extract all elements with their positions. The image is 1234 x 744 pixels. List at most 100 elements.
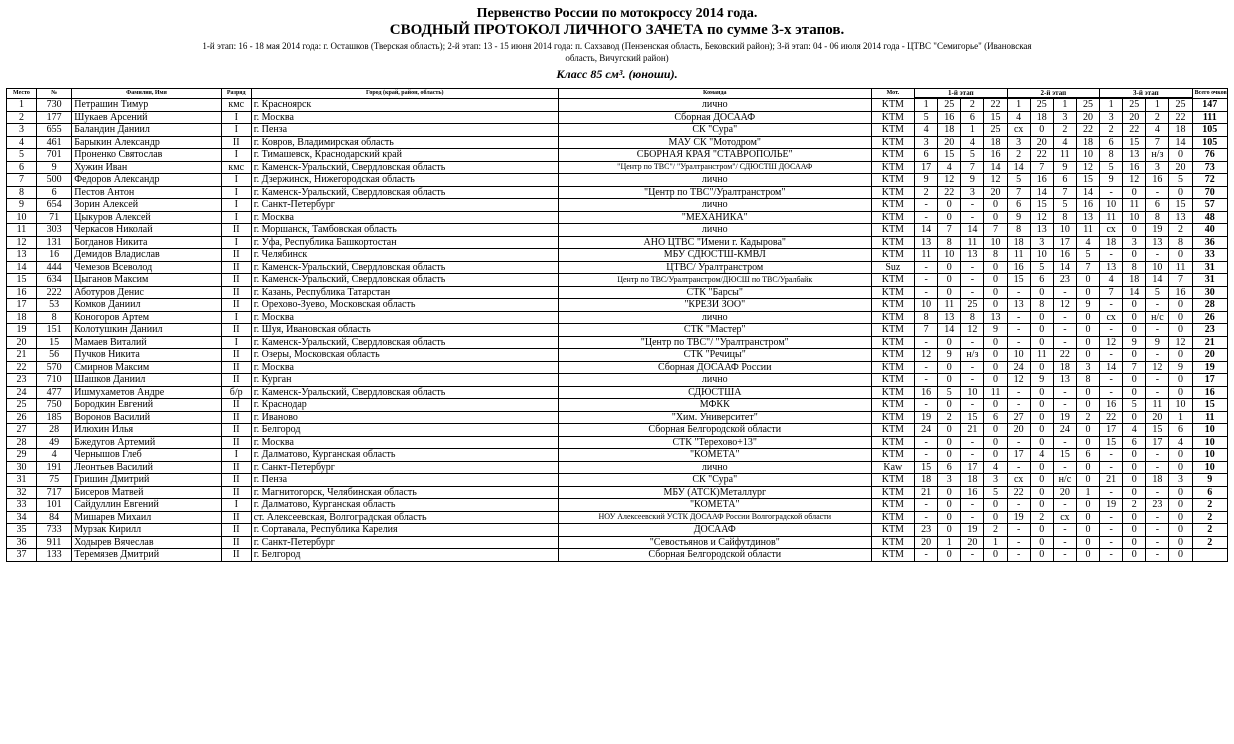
cell-stage: -	[1100, 486, 1123, 499]
class-line: Класс 85 см³. (юноши).	[6, 67, 1228, 82]
cell-num: 75	[36, 474, 71, 487]
cell-stage: 20	[1030, 136, 1053, 149]
cell-stage: 3	[984, 474, 1007, 487]
cell-team: АНО ЦТВС "Имени г. Кадырова"	[558, 236, 871, 249]
cell-stage: 16	[1076, 199, 1099, 212]
cell-stage: 14	[1100, 361, 1123, 374]
cell-stage: 4	[984, 461, 1007, 474]
table-row: 86Пестов АнтонIг. Каменск-Уральский, Све…	[7, 186, 1228, 199]
cell-name: Аботуров Денис	[72, 286, 222, 299]
cell-stage: 4	[1100, 274, 1123, 287]
cell-stage: 0	[1076, 549, 1099, 562]
cell-stage: 13	[1007, 299, 1030, 312]
cell-stage: 20	[1146, 411, 1169, 424]
cell-stage: 22	[1007, 486, 1030, 499]
cell-num: 53	[36, 299, 71, 312]
cell-stage: 0	[1123, 524, 1146, 537]
cell-name: Мишарев Михаил	[72, 511, 222, 524]
cell-stage: 25	[938, 99, 961, 112]
cell-name: Черкасов Николай	[72, 224, 222, 237]
cell-num: 9	[36, 161, 71, 174]
cell-stage: 7	[1007, 186, 1030, 199]
cell-stage: 12	[1169, 336, 1192, 349]
cell-stage: 0	[1076, 474, 1099, 487]
cell-stage: 7	[1076, 261, 1099, 274]
cell-num: 444	[36, 261, 71, 274]
cell-stage: 7	[984, 224, 1007, 237]
cell-stage: 0	[1169, 299, 1192, 312]
cell-team: СБОРНАЯ КРАЯ "СТАВРОПОЛЬЕ"	[558, 149, 871, 162]
cell-team: МАУ СК "Мотодром"	[558, 136, 871, 149]
cell-rank: II	[221, 524, 251, 537]
cell-stage: 0	[1123, 186, 1146, 199]
cell-num: 71	[36, 211, 71, 224]
cell-bike: KTM	[871, 149, 915, 162]
cell-stage: -	[1146, 461, 1169, 474]
cell-rank: I	[221, 111, 251, 124]
cell-total: 10	[1192, 461, 1227, 474]
cell-stage: 2	[1076, 411, 1099, 424]
cell-name: Хужин Иван	[72, 161, 222, 174]
cell-stage: 0	[1030, 411, 1053, 424]
cell-stage: 0	[1076, 349, 1099, 362]
cell-stage: 13	[1123, 149, 1146, 162]
cell-num: 28	[36, 424, 71, 437]
cell-stage: -	[1100, 461, 1123, 474]
cell-stage: -	[1053, 399, 1076, 412]
cell-bike: KTM	[871, 236, 915, 249]
cell-stage: -	[915, 399, 938, 412]
cell-place: 7	[7, 174, 37, 187]
cell-stage: 0	[938, 211, 961, 224]
cell-stage: 5	[1007, 174, 1030, 187]
cell-stage: 18	[1076, 136, 1099, 149]
cell-team: Центр по ТВС/Уралтранстром/ДЮСШ по ТВС/У…	[558, 274, 871, 287]
cell-stage: 25	[1169, 99, 1192, 112]
cell-stage: 9	[1146, 336, 1169, 349]
cell-total: 70	[1192, 186, 1227, 199]
cell-rank: II	[221, 511, 251, 524]
cell-bike: KTM	[871, 199, 915, 212]
cell-stage: 5	[1076, 249, 1099, 262]
cell-city: г. Краснодар	[251, 399, 558, 412]
cell-total: 105	[1192, 124, 1227, 137]
cell-stage: 18	[915, 474, 938, 487]
cell-num: 222	[36, 286, 71, 299]
cell-stage: 0	[1123, 311, 1146, 324]
cell-stage: 0	[1030, 324, 1053, 337]
table-row: 7500Федоров АлександрIг. Дзержинск, Ниже…	[7, 174, 1228, 187]
cell-place: 27	[7, 424, 37, 437]
cell-stage: 0	[984, 286, 1007, 299]
cell-place: 15	[7, 274, 37, 287]
col-total: Всего очков	[1192, 89, 1227, 99]
cell-num: 151	[36, 324, 71, 337]
cell-stage: -	[915, 199, 938, 212]
cell-team: "МЕХАНИКА"	[558, 211, 871, 224]
cell-stage: -	[961, 399, 984, 412]
cell-name: Ишмухаметов Андре	[72, 386, 222, 399]
cell-stage: 3	[1100, 111, 1123, 124]
cell-stage: 0	[1169, 324, 1192, 337]
table-row: 2728Илюхин ИльяIIг. БелгородСборная Белг…	[7, 424, 1228, 437]
cell-stage: -	[915, 549, 938, 562]
cell-rank: I	[221, 449, 251, 462]
cell-total: 17	[1192, 374, 1227, 387]
cell-stage: 24	[915, 424, 938, 437]
cell-stage: 23	[915, 524, 938, 537]
cell-stage: 0	[1076, 399, 1099, 412]
cell-stage: 12	[1100, 336, 1123, 349]
cell-num: 655	[36, 124, 71, 137]
cell-stage: 18	[961, 474, 984, 487]
cell-stage: 25	[1123, 99, 1146, 112]
cell-place: 36	[7, 536, 37, 549]
cell-stage: 16	[1007, 261, 1030, 274]
table-row: 37133Теремязев ДмитрийIIг. БелгородСборн…	[7, 549, 1228, 562]
cell-stage: 12	[938, 174, 961, 187]
cell-stage: 1	[938, 536, 961, 549]
cell-stage: 4	[938, 161, 961, 174]
table-row: 3484Мишарев МихаилIIст. Алексеевская, Во…	[7, 511, 1228, 524]
cell-stage: 0	[984, 499, 1007, 512]
cell-stage: 12	[1053, 299, 1076, 312]
cell-num: 730	[36, 99, 71, 112]
cell-team: ЦТВС/ Уралтранстром	[558, 261, 871, 274]
cell-stage: 0	[1076, 386, 1099, 399]
